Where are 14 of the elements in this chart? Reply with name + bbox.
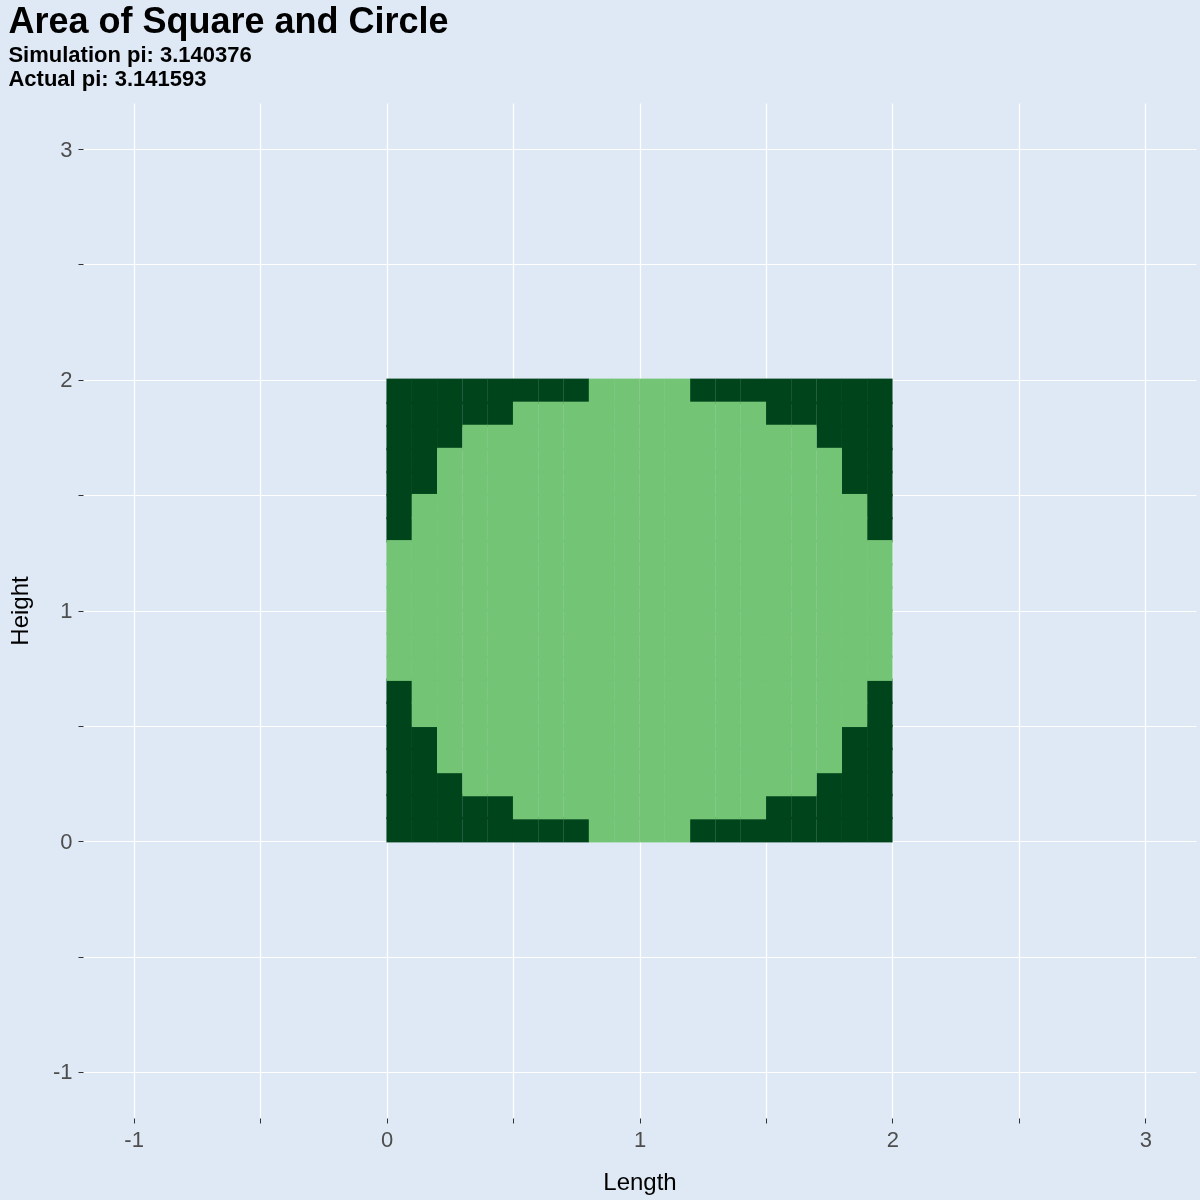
chart-title: Area of Square and Circle	[8, 0, 449, 41]
y-tick-label: 2	[60, 367, 73, 393]
y-tick-label: 1	[60, 598, 73, 623]
y-tick-label: 3	[60, 136, 73, 162]
x-tick-label: 0	[380, 1126, 394, 1152]
x-tick-label: 3	[1139, 1126, 1153, 1152]
x-tick-label: 1	[633, 1126, 647, 1152]
y-tick-label: 0	[60, 828, 73, 854]
chart-subtitle: Simulation pi: 3.140376 Actual pi: 3.141593	[8, 42, 252, 91]
x-tick-label: 2	[886, 1126, 900, 1152]
x-axis-title: Length	[603, 1167, 677, 1195]
y-axis-title: Height	[5, 575, 33, 646]
x-tick-label: -1	[124, 1126, 144, 1152]
y-tick-label: -1	[52, 1059, 73, 1085]
